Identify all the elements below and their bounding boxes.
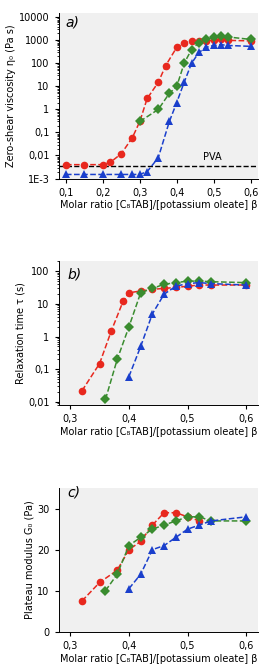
Text: c): c) [67,485,80,499]
Y-axis label: Plateau modulus G₀ (Pa): Plateau modulus G₀ (Pa) [24,501,34,619]
X-axis label: Molar ratio [C₈TAB]/[potassium oleate] β: Molar ratio [C₈TAB]/[potassium oleate] β [60,427,257,437]
X-axis label: Molar ratio [C₈TAB]/[potassium oleate] β: Molar ratio [C₈TAB]/[potassium oleate] β [60,200,257,210]
Y-axis label: Zero-shear viscosity η₀ (Pa s): Zero-shear viscosity η₀ (Pa s) [6,25,16,167]
Text: a): a) [66,15,80,29]
X-axis label: Molar ratio [C₈TAB]/[potassium oleate] β: Molar ratio [C₈TAB]/[potassium oleate] β [60,654,257,664]
Y-axis label: Relaxation time τ (s): Relaxation time τ (s) [15,283,25,384]
Text: b): b) [67,267,81,281]
Text: PVA: PVA [203,152,221,162]
